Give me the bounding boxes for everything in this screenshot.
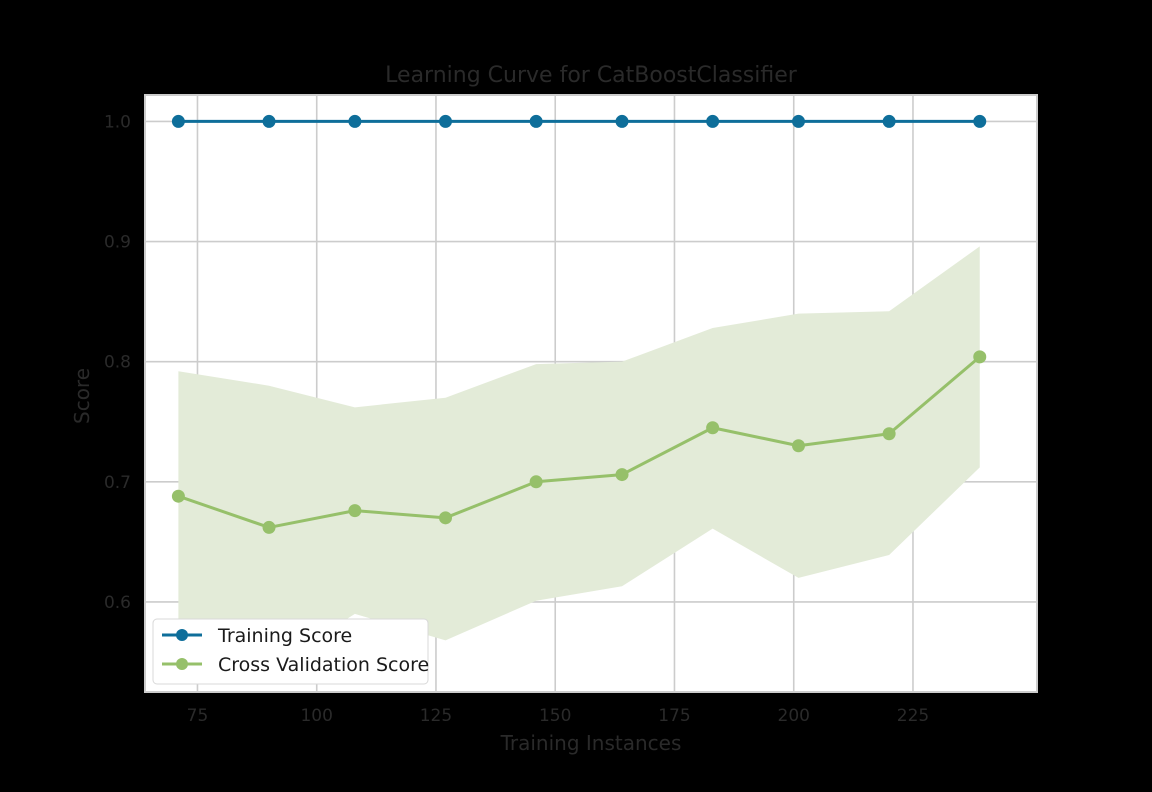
cv-score-point bbox=[882, 427, 896, 441]
confidence-bands bbox=[178, 246, 980, 668]
y-tick-label: 0.8 bbox=[104, 353, 131, 373]
x-tick-label: 100 bbox=[300, 706, 332, 726]
x-axis-label: Training Instances bbox=[500, 731, 682, 755]
cv-score-point bbox=[791, 439, 805, 453]
cv-score-point bbox=[171, 489, 185, 503]
cv-score-point bbox=[706, 421, 720, 435]
cv-score-point bbox=[529, 475, 543, 489]
y-tick-label: 0.6 bbox=[104, 593, 131, 613]
training-score-point bbox=[439, 114, 453, 128]
legend-box bbox=[152, 618, 429, 685]
series-lines bbox=[177, 119, 981, 529]
chart-title: Learning Curve for CatBoostClassifier bbox=[385, 63, 798, 88]
cv-score-point bbox=[348, 504, 362, 518]
training-score-point bbox=[973, 114, 987, 128]
cv-score-band bbox=[178, 246, 980, 668]
legend-cv-label: Cross Validation Score bbox=[218, 654, 429, 676]
x-tick-labels: 75 100 125 150 175 200 225 bbox=[187, 706, 930, 726]
series-points bbox=[171, 114, 987, 534]
cv-score-point bbox=[973, 350, 987, 364]
x-tick-label: 225 bbox=[897, 706, 929, 726]
training-score-point bbox=[529, 114, 543, 128]
y-tick-label: 0.9 bbox=[104, 233, 131, 253]
y-axis-label: Score bbox=[70, 368, 94, 424]
y-tick-labels: 0.6 0.7 0.8 0.9 1.0 bbox=[104, 112, 131, 612]
y-tick-label: 0.7 bbox=[104, 473, 131, 493]
training-score-point bbox=[791, 114, 805, 128]
cv-score-point bbox=[262, 520, 276, 534]
legend-training-marker bbox=[176, 629, 188, 641]
legend: Training Score Cross Validation Score bbox=[152, 618, 429, 685]
cv-score-point bbox=[615, 468, 629, 482]
training-score-point bbox=[262, 114, 276, 128]
legend-training-label: Training Score bbox=[217, 625, 352, 647]
x-tick-label: 175 bbox=[658, 706, 690, 726]
training-score-point bbox=[348, 114, 362, 128]
training-score-point bbox=[171, 114, 185, 128]
training-score-point bbox=[615, 114, 629, 128]
cv-score-line bbox=[177, 355, 981, 529]
cv-score-point bbox=[439, 511, 453, 525]
x-tick-label: 200 bbox=[778, 706, 810, 726]
x-tick-label: 150 bbox=[539, 706, 571, 726]
y-tick-label: 1.0 bbox=[104, 112, 131, 132]
legend-cv-marker bbox=[176, 658, 188, 670]
plot-frame bbox=[144, 94, 1038, 693]
training-score-point bbox=[706, 114, 720, 128]
x-tick-label: 75 bbox=[187, 706, 209, 726]
x-tick-label: 125 bbox=[420, 706, 452, 726]
training-score-point bbox=[882, 114, 896, 128]
